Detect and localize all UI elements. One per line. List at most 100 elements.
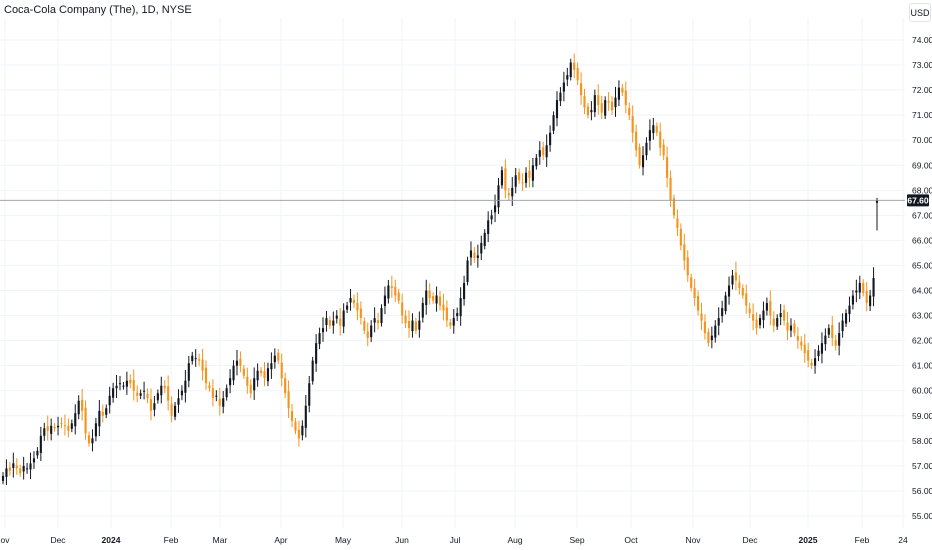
time-axis[interactable]: ov Dec 2024 Feb Mar Apr May Jun Jul Aug Sep Oct Nov D…	[1, 535, 908, 545]
candle-body	[84, 407, 87, 434]
candle-body	[12, 463, 15, 468]
currency-button[interactable]: USD	[909, 3, 931, 22]
price-axis[interactable]: 55.00 56.00 57.00 58.00 59.00 60.00 61.00 62.00…	[912, 35, 932, 521]
candle-body	[666, 157, 669, 178]
candle-body	[222, 398, 225, 407]
candle-body	[418, 320, 421, 330]
candle-body	[43, 428, 46, 436]
candle-body	[266, 368, 270, 382]
candle-body	[438, 296, 442, 306]
candle-body	[342, 310, 345, 327]
candle-body	[807, 350, 810, 361]
candle-body	[772, 318, 775, 326]
candle-body	[108, 395, 111, 406]
candle-body	[270, 363, 273, 370]
candle-body	[349, 298, 352, 303]
candle-body	[60, 422, 63, 424]
candle-body	[321, 328, 325, 333]
candle-body	[607, 101, 610, 103]
candle-body	[50, 425, 53, 434]
candle-body	[194, 358, 197, 360]
candle-body	[156, 393, 159, 401]
candle-body	[242, 368, 245, 376]
candle-body	[858, 283, 861, 293]
candle-body	[466, 260, 469, 283]
candle-body	[652, 125, 655, 134]
candle-body	[101, 411, 104, 416]
candle-body	[755, 319, 758, 329]
candle-body	[531, 165, 534, 181]
candle-body	[249, 384, 252, 394]
x-tick-label: Oct	[624, 535, 638, 545]
x-tick-label: Sep	[569, 535, 584, 545]
candle-body	[741, 288, 744, 296]
candle-body	[246, 376, 249, 386]
candle-body	[552, 115, 555, 131]
candle-body	[542, 147, 545, 156]
x-tick-label: Feb	[855, 535, 870, 545]
candle-body	[91, 438, 94, 444]
candle-body	[734, 272, 737, 281]
candle-body	[118, 383, 122, 385]
candle-body	[366, 331, 369, 339]
y-tick-label: 60.00	[912, 386, 932, 396]
candle-body	[215, 395, 218, 397]
candle-body	[315, 343, 318, 364]
candle-body	[645, 142, 648, 156]
candle-body	[29, 463, 32, 470]
y-tick-label: 59.00	[912, 411, 932, 421]
candle-body	[810, 362, 813, 366]
candle-body	[122, 385, 125, 387]
candle-body	[796, 336, 799, 341]
candle-body	[641, 155, 645, 168]
candle-body	[686, 257, 689, 276]
candle-body	[528, 170, 531, 178]
candle-body	[1, 475, 5, 481]
candle-body	[335, 315, 338, 319]
candle-body	[77, 400, 80, 415]
candle-body	[469, 250, 473, 258]
candle-body	[521, 182, 524, 184]
candle-body	[332, 320, 335, 326]
candle-body	[115, 385, 118, 389]
candle-body	[98, 410, 101, 427]
candle-body	[483, 232, 486, 246]
candle-body	[524, 172, 528, 183]
candle-body	[507, 193, 510, 196]
candle-body	[146, 393, 149, 399]
candle-body	[865, 291, 868, 304]
candle-body	[273, 355, 276, 363]
candle-body	[745, 293, 748, 306]
candle-body	[480, 242, 483, 254]
candle-body	[566, 75, 569, 80]
candle-body	[831, 325, 834, 339]
candle-body	[290, 411, 294, 421]
y-tick-label: 65.00	[912, 260, 932, 270]
candle-body	[180, 390, 183, 396]
candle-body	[74, 413, 77, 427]
candle-body	[676, 218, 679, 228]
candle-body	[445, 307, 448, 321]
candle-body	[67, 425, 70, 431]
candle-body	[435, 295, 438, 304]
candle-body	[81, 399, 84, 411]
candle-body	[36, 450, 39, 456]
candle-body	[187, 363, 190, 381]
candle-body	[32, 458, 36, 463]
candle-body	[624, 90, 627, 106]
candle-body	[872, 278, 875, 297]
candle-body	[204, 367, 208, 384]
candle-body	[452, 318, 455, 326]
candle-body	[177, 398, 180, 405]
last-price-badge	[907, 194, 929, 207]
candle-body	[149, 399, 153, 411]
candle-body	[862, 283, 865, 294]
candle-body	[500, 170, 504, 186]
candle-body	[387, 285, 390, 299]
candle-body	[414, 321, 417, 331]
candle-body	[597, 95, 600, 106]
candle-body	[284, 378, 287, 394]
y-tick-label: 71.00	[912, 110, 932, 120]
candle-body	[356, 303, 359, 311]
